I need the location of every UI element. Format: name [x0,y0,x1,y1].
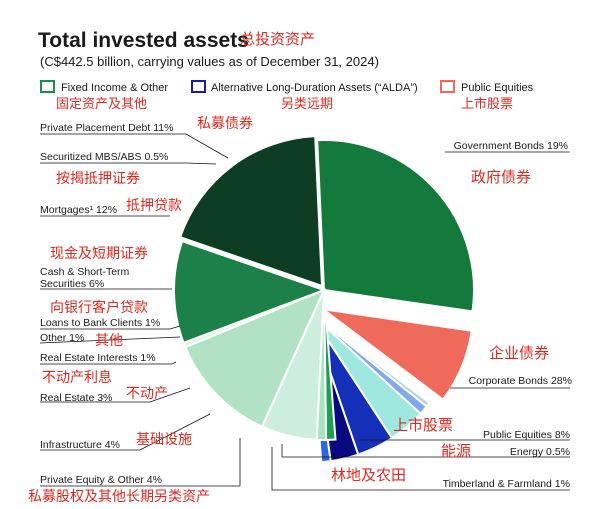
label-securitized-mbs: Securitized MBS/ABS 0.5% [40,151,168,163]
slice-government-bonds-19 [178,135,324,288]
label-public-equities-cn: 上市股票 [393,416,453,434]
pie-slices [173,135,475,464]
label-real-estate: Real Estate 3% [40,392,112,404]
legend-label-fixed-income-cn: 固定资产及其他 [56,97,147,112]
label-mortgages-cn: 抵押贷款 [126,198,182,214]
legend-label-fixed-income: Fixed Income & Other [61,82,168,94]
label-energy: Energy 0.5% [510,446,570,458]
chart-title-cn: 总投资资产 [240,30,315,48]
slice-mortgages-12 [184,288,326,428]
label-private-placement-debt: Private Placement Debt 11% [40,122,173,134]
label-timberland: Timberland & Farmland 1% [443,478,570,490]
label-other: Other 1% [40,332,84,344]
label-corporate-bonds-cn: 企业债券 [489,344,549,362]
label-infrastructure: Infrastructure 4% [40,439,120,451]
label-government-bonds-cn: 政府债券 [471,168,531,186]
label-other-cn: 其他 [95,333,123,349]
legend-label-public-equities-cn: 上市股票 [461,96,513,112]
label-energy-cn: 能源 [441,442,471,460]
legend-swatch-public-equities [440,80,455,93]
label-private-placement-debt-cn: 私募债券 [197,116,253,132]
slice-corporate-bonds-28 [316,139,475,313]
label-real-estate-cn: 不动产 [126,386,168,402]
label-real-estate-interests: Real Estate Interests 1% [40,352,156,364]
chart-subtitle: (C$442.5 billion, carrying values as of … [40,54,379,69]
label-government-bonds: Government Bonds 19% [454,140,568,152]
label-mortgages: Mortgages¹ 12% [40,204,117,216]
label-timberland-cn: 林地及农田 [331,466,406,484]
slice-labels: Private Placement Debt 11% 私募债券 Governme… [28,116,572,505]
label-loans-cn: 向银行客户贷款 [50,299,148,316]
label-private-equity: Private Equity & Other 4% [40,474,162,486]
label-infrastructure-cn: 基础设施 [136,431,192,448]
slice-private-placement-debt-11 [173,239,327,345]
chart-title: Total invested assets [38,29,249,52]
label-cash-cn: 现金及短期证券 [50,246,148,262]
slice-public-equities-8 [322,308,473,401]
label-securitized-mbs-cn: 按揭抵押证券 [56,171,140,187]
legend-label-public-equities: Public Equities [461,82,534,94]
label-public-equities: Public Equities 8% [483,429,570,441]
legend-label-alda-cn: 另类远期 [281,97,333,112]
label-corporate-bonds: Corporate Bonds 28% [469,375,572,387]
label-cash: Cash & Short-Term Securities 6% [40,266,132,290]
label-real-estate-interests-cn: 不动产利息 [42,369,112,386]
legend-label-alda: Alternative Long-Duration Assets (“ALDA”… [211,82,418,94]
legend-swatch-fixed-income [40,80,55,93]
leader-lines [39,133,570,491]
label-loans-to-bank-clients: Loans to Bank Clients 1% [40,317,160,329]
label-private-equity-cn: 私募股权及其他长期另类资产 [28,489,210,505]
legend: Fixed Income & Other 固定资产及其他 Alternative… [40,80,534,112]
legend-swatch-alda [191,80,206,93]
